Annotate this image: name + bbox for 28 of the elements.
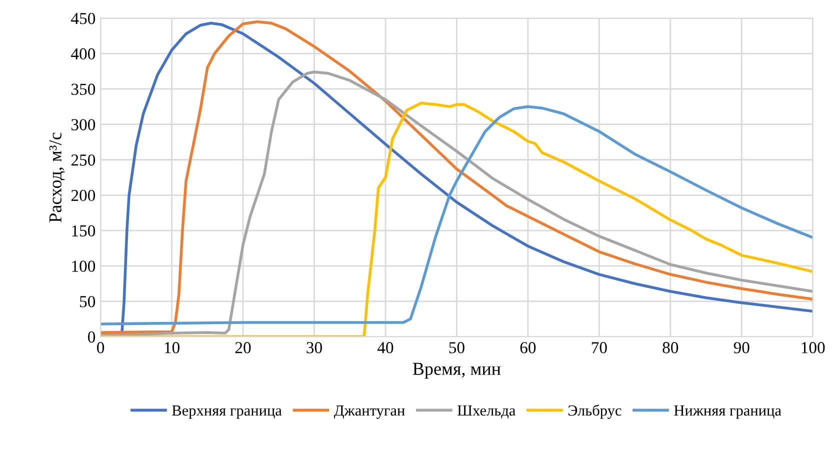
x-tick-label: 20 (235, 342, 251, 354)
x-tick-label: 80 (662, 342, 678, 354)
y-tick-label: 100 (72, 260, 96, 272)
y-tick-label: 50 (80, 296, 96, 308)
x-tick-label: 50 (449, 342, 464, 354)
y-tick-label: 300 (71, 119, 96, 130)
y-axis-title: Расход, м³/с (49, 132, 65, 222)
legend-label: Нижняя граница (674, 406, 782, 419)
legend-label: Шхельда (458, 406, 516, 418)
legend-label: Эльбрус (568, 404, 622, 419)
x-tick-label: 100 (802, 342, 825, 354)
x-tick-label: 30 (306, 342, 322, 354)
y-tick-label: 200 (71, 190, 96, 202)
x-tick-label: 60 (520, 342, 536, 354)
y-tick-label: 250 (71, 154, 96, 166)
x-axis-title: Время, мин (412, 362, 501, 379)
x-tick-label: 10 (164, 342, 180, 354)
x-tick-label: 90 (734, 342, 750, 354)
x-tick-label: 0 (97, 342, 104, 354)
y-tick-label: 350 (71, 84, 96, 95)
x-tick-label: 70 (592, 342, 607, 354)
y-tick-label: 400 (71, 48, 96, 60)
legend-label: Джантуган (334, 406, 405, 419)
y-tick-label: 450 (71, 12, 96, 24)
y-tick-label: 150 (72, 225, 96, 236)
x-tick-label: 40 (377, 342, 394, 354)
y-tick-label: 0 (88, 331, 96, 343)
legend-label: Верхняя граница (172, 406, 282, 419)
